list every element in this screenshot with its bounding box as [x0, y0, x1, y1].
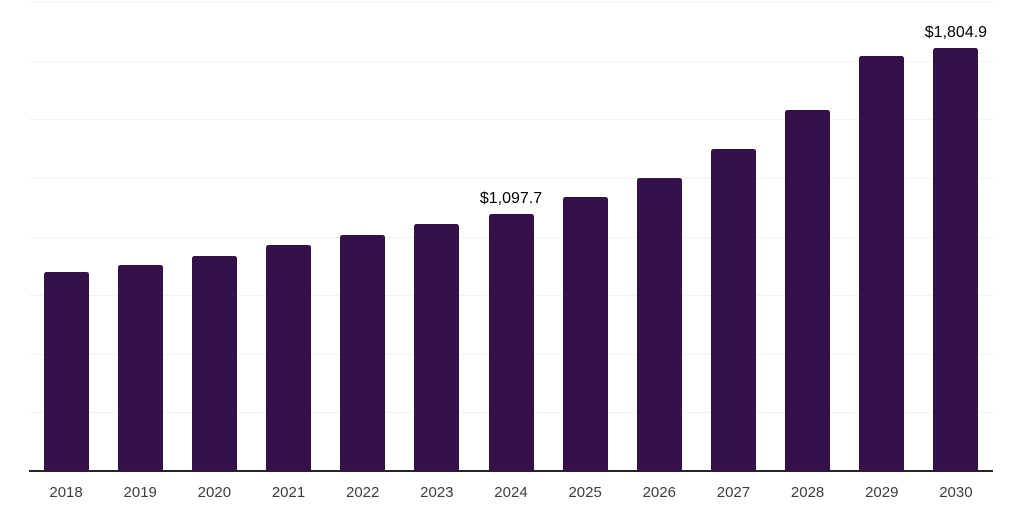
bar-2021 — [266, 244, 312, 471]
gridline — [29, 60, 993, 62]
bar-2020 — [191, 256, 237, 471]
bar-2025 — [562, 196, 608, 471]
x-tick-label-2030: 2030 — [939, 484, 973, 501]
x-tick-label-2026: 2026 — [642, 484, 676, 501]
bar-2023 — [414, 223, 460, 471]
bar-2030 — [933, 47, 979, 471]
bar-2024 — [488, 213, 534, 471]
x-axis-line — [29, 470, 993, 472]
bar-2026 — [636, 177, 682, 471]
bar-2028 — [785, 109, 831, 471]
x-tick-label-2027: 2027 — [716, 484, 751, 501]
bar-value-label-2024: $1,097.7 — [479, 189, 543, 207]
x-axis-tick-labels: 2018 2019 2020 2021 2022 2023 2024 2025 2026 2027… — [29, 484, 993, 504]
bar-2022 — [340, 235, 386, 471]
x-tick-label-2025: 2025 — [568, 484, 602, 501]
gridline — [29, 177, 993, 179]
x-tick-label-2023: 2023 — [420, 484, 454, 501]
x-tick-label-2029: 2029 — [865, 484, 899, 501]
x-tick-label-2018: 2018 — [49, 484, 83, 501]
x-tick-label-2021: 2021 — [271, 484, 306, 501]
bar-2027 — [710, 148, 756, 471]
x-tick-label-2020: 2020 — [197, 484, 232, 501]
bar-value-label-2030: $1,804.9 — [924, 23, 988, 41]
x-tick-label-2028: 2028 — [790, 484, 825, 501]
bar-2019 — [117, 264, 163, 471]
gridline — [29, 119, 993, 121]
x-tick-label-2022: 2022 — [345, 484, 380, 501]
bar-2018 — [43, 271, 89, 471]
x-tick-label-2024: 2024 — [494, 484, 528, 501]
bar-2029 — [859, 55, 905, 471]
plot-area: $1,097.7 $1,804.9 — [29, 2, 993, 472]
x-tick-label-2019: 2019 — [123, 484, 157, 501]
gridline — [29, 2, 993, 3]
